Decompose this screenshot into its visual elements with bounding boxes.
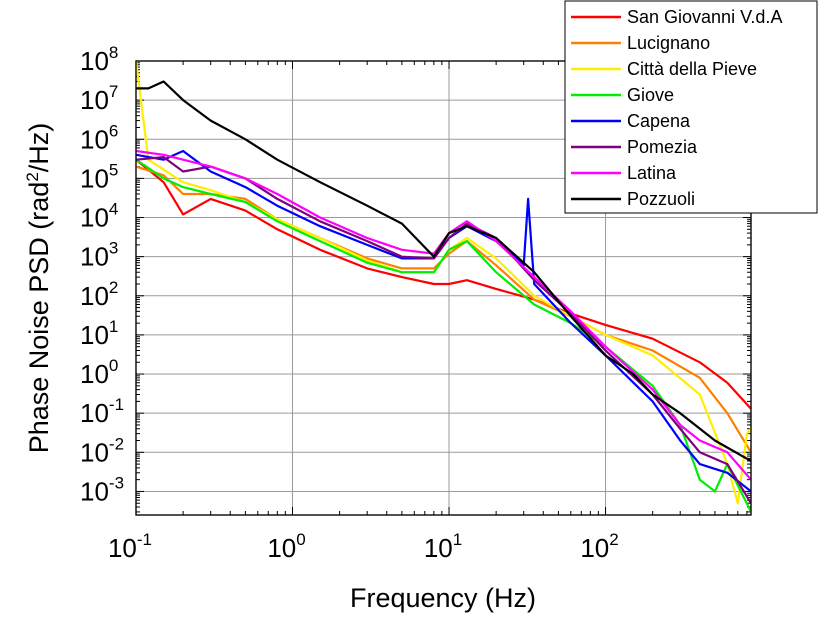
y-tick-exponent: 2	[109, 278, 118, 297]
legend-label: Capena	[627, 111, 691, 131]
legend-label: Latina	[627, 163, 677, 183]
legend-label: Pozzuoli	[627, 189, 695, 209]
x-tick-exponent: 1	[453, 530, 462, 549]
y-tick-base: 10	[80, 242, 109, 272]
y-tick-base: 10	[80, 203, 109, 233]
y-tick-base: 10	[80, 124, 109, 154]
y-tick-exponent: 6	[109, 121, 118, 140]
legend-label: San Giovanni V.d.A	[627, 7, 782, 27]
x-tick-base: 10	[580, 533, 609, 563]
x-tick-exponent: 2	[609, 530, 618, 549]
x-tick-exponent: 0	[296, 530, 305, 549]
y-axis-title-main: Phase Noise PSD (rad	[24, 182, 54, 454]
x-tick-label: 101	[424, 530, 462, 563]
y-tick-exponent: 8	[109, 43, 118, 62]
legend: San Giovanni V.d.A Lucignano Città della P…	[565, 1, 817, 213]
y-tick-label: 101	[80, 317, 118, 350]
y-tick-label: 108	[80, 43, 118, 76]
y-tick-exponent: 0	[109, 356, 118, 375]
legend-label: Pomezia	[627, 137, 698, 157]
y-axis-title-sup: 2	[23, 172, 42, 181]
y-tick-label: 102	[80, 278, 118, 311]
x-tick-exponent: -1	[137, 530, 152, 549]
y-tick-exponent: 3	[109, 239, 118, 258]
y-tick-label: 106	[80, 121, 118, 154]
y-tick-label: 107	[80, 82, 118, 115]
x-tick-base: 10	[267, 533, 296, 563]
y-tick-base: 10	[80, 320, 109, 350]
legend-label: Città della Pieve	[627, 59, 757, 79]
legend-label: Giove	[627, 85, 674, 105]
y-tick-label: 10-1	[80, 395, 124, 428]
legend-label: Lucignano	[627, 33, 710, 53]
x-tick-label: 10-1	[108, 530, 152, 563]
y-tick-exponent: -2	[109, 434, 124, 453]
y-tick-label: 105	[80, 160, 118, 193]
y-tick-base: 10	[80, 476, 109, 506]
x-tick-label: 100	[267, 530, 305, 563]
y-tick-label: 10-2	[80, 434, 124, 467]
y-tick-base: 10	[80, 85, 109, 115]
x-tick-base: 10	[424, 533, 453, 563]
y-tick-exponent: 5	[109, 160, 118, 179]
x-tick-base: 10	[108, 533, 137, 563]
y-tick-label: 103	[80, 239, 118, 272]
y-tick-base: 10	[80, 398, 109, 428]
y-axis-title: Phase Noise PSD (rad2/Hz)	[23, 123, 54, 454]
y-tick-exponent: 7	[109, 82, 118, 101]
y-tick-base: 10	[80, 359, 109, 389]
y-tick-label: 10-3	[80, 473, 124, 506]
y-tick-exponent: -1	[109, 395, 124, 414]
y-tick-exponent: -3	[109, 473, 124, 492]
y-axis-title-tail: /Hz)	[24, 123, 54, 173]
x-tick-labels: 10-1 100 101 102	[108, 530, 619, 563]
y-tick-label: 100	[80, 356, 118, 389]
y-tick-base: 10	[80, 437, 109, 467]
y-tick-base: 10	[80, 163, 109, 193]
y-tick-exponent: 1	[109, 317, 118, 336]
x-tick-label: 102	[580, 530, 618, 563]
y-tick-label: 104	[80, 200, 118, 233]
y-tick-base: 10	[80, 46, 109, 76]
y-tick-exponent: 4	[109, 200, 118, 219]
y-tick-base: 10	[80, 281, 109, 311]
x-axis-title: Frequency (Hz)	[350, 583, 536, 613]
